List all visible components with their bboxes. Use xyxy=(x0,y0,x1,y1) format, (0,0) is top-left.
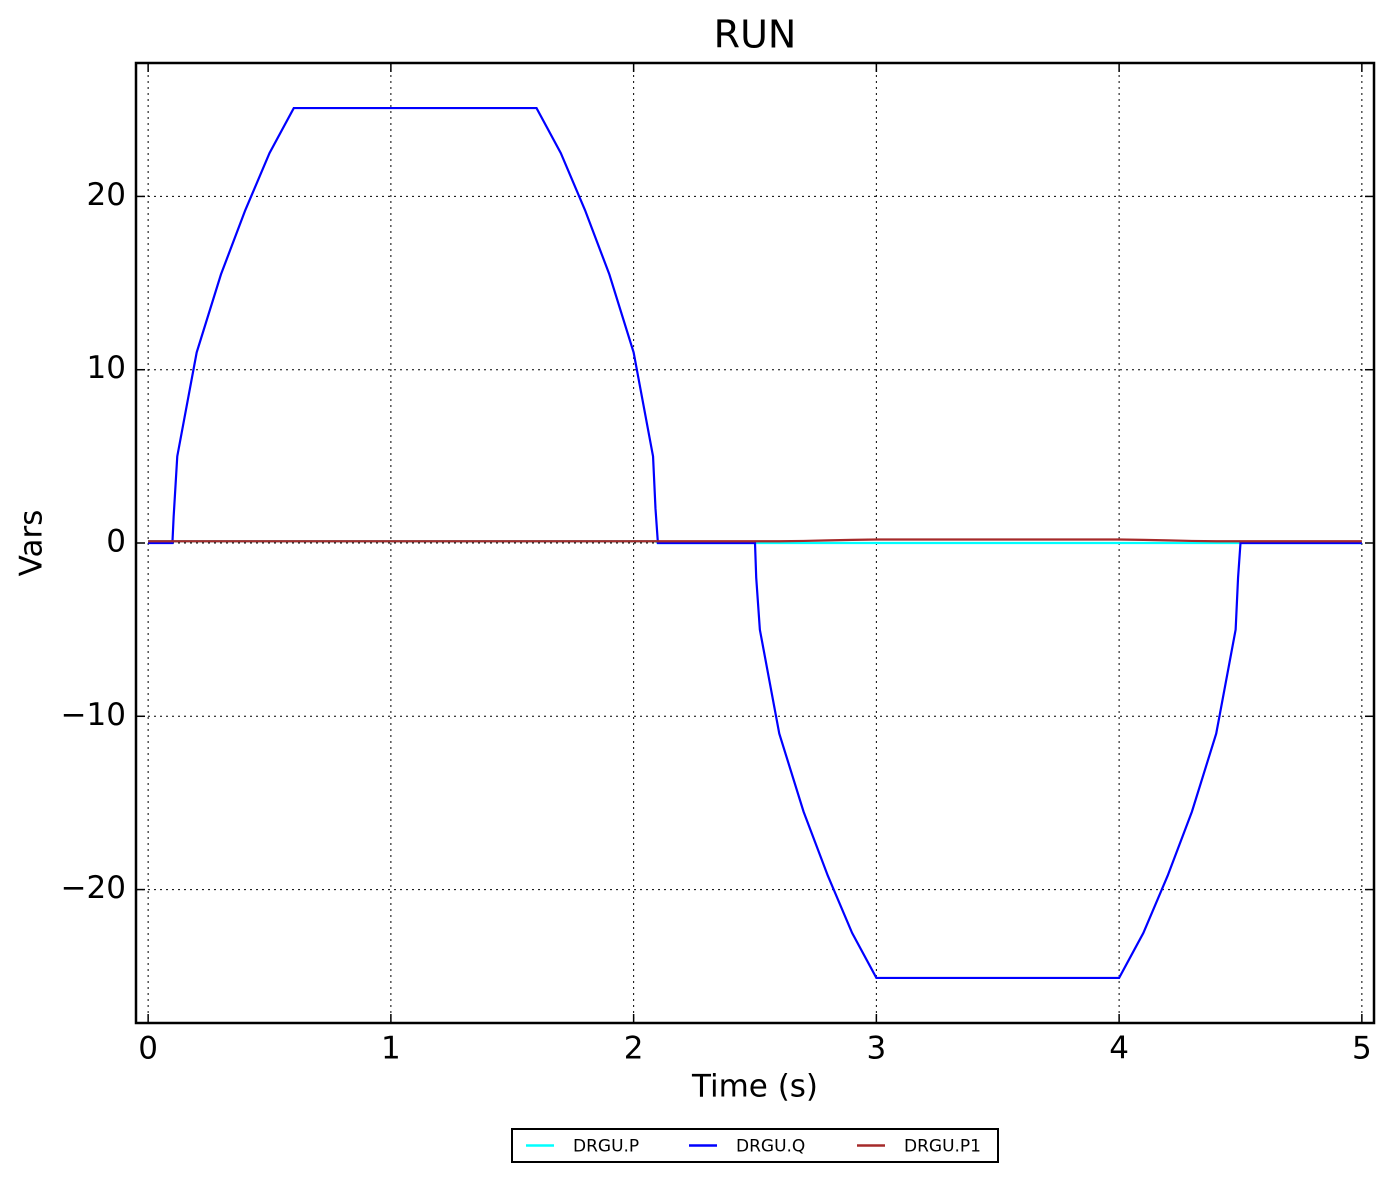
plot-frame xyxy=(134,61,1376,1025)
y-tick-label: 0 xyxy=(106,524,126,560)
data-line xyxy=(148,538,1362,543)
x-tick-label: 3 xyxy=(867,1031,887,1067)
x-tick-label: 1 xyxy=(381,1031,401,1067)
y-tick-label: −10 xyxy=(61,697,126,733)
x-tick-label: 2 xyxy=(624,1031,644,1067)
x-tick-label: 5 xyxy=(1352,1031,1372,1067)
x-tick-label: 0 xyxy=(138,1031,158,1067)
data-line xyxy=(148,106,1362,980)
legend-label: DRGU.P xyxy=(573,1137,639,1157)
legend-label: DRGU.P1 xyxy=(904,1137,981,1157)
x-tick-label: 4 xyxy=(1109,1031,1129,1067)
chart-title: RUN xyxy=(714,13,797,57)
y-axis-label: Vars xyxy=(14,510,50,577)
y-tick-label: −20 xyxy=(61,870,126,906)
x-axis-label: Time (s) xyxy=(691,1069,818,1105)
legend-label: DRGU.Q xyxy=(736,1137,805,1157)
y-tick-label: 10 xyxy=(87,350,126,386)
legend-box xyxy=(511,1128,999,1163)
y-tick-label: 20 xyxy=(87,177,126,213)
